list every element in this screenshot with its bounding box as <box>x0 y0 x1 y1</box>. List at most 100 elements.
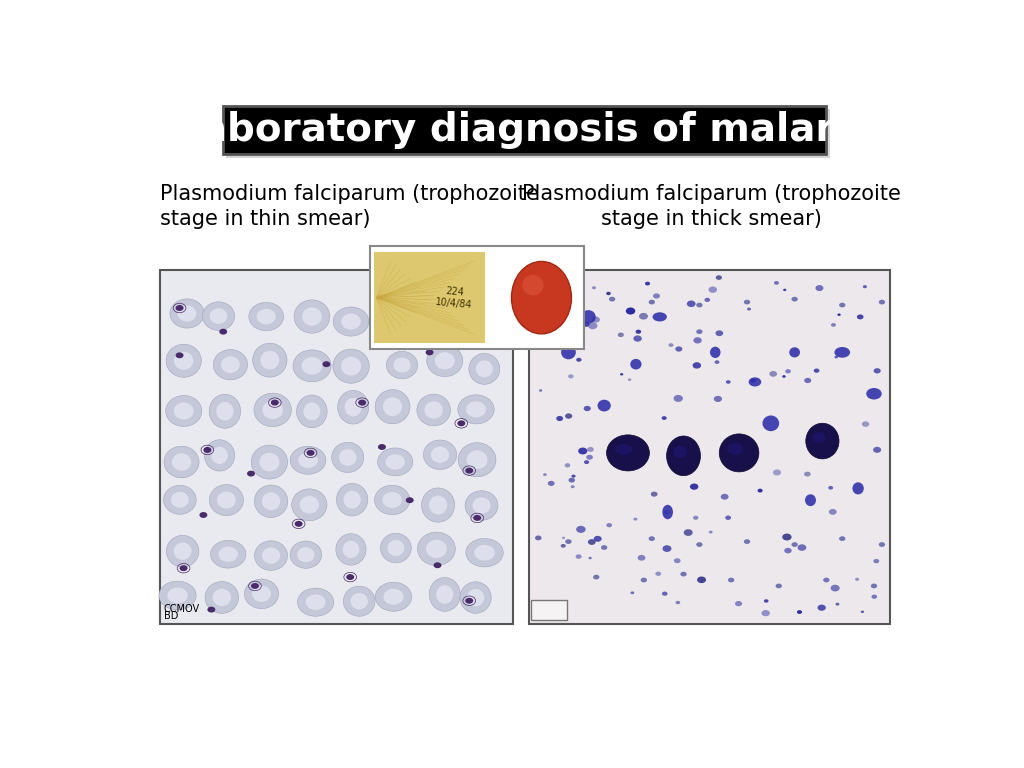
Circle shape <box>219 329 227 335</box>
Circle shape <box>871 594 878 599</box>
Circle shape <box>565 413 572 419</box>
Circle shape <box>638 555 645 561</box>
Circle shape <box>879 300 885 304</box>
Circle shape <box>571 475 575 478</box>
Ellipse shape <box>254 485 288 518</box>
Circle shape <box>775 584 782 588</box>
Circle shape <box>204 447 211 453</box>
Circle shape <box>692 362 701 369</box>
Circle shape <box>346 574 354 580</box>
Circle shape <box>861 611 864 613</box>
Ellipse shape <box>211 447 228 464</box>
Circle shape <box>792 542 798 547</box>
Ellipse shape <box>213 589 231 606</box>
Circle shape <box>176 353 183 358</box>
Circle shape <box>655 571 662 576</box>
Ellipse shape <box>171 492 188 508</box>
Ellipse shape <box>159 581 197 610</box>
Ellipse shape <box>174 402 194 419</box>
Ellipse shape <box>345 398 361 416</box>
Circle shape <box>593 574 599 579</box>
Circle shape <box>568 374 573 379</box>
Ellipse shape <box>375 485 410 515</box>
Circle shape <box>830 323 836 326</box>
Circle shape <box>838 313 841 316</box>
Circle shape <box>676 601 680 604</box>
Circle shape <box>465 468 473 474</box>
Circle shape <box>743 539 751 544</box>
Circle shape <box>567 326 574 331</box>
Circle shape <box>690 484 698 490</box>
Circle shape <box>721 494 729 500</box>
Text: BD: BD <box>164 611 178 621</box>
Ellipse shape <box>297 588 334 616</box>
Ellipse shape <box>467 450 487 469</box>
Circle shape <box>728 578 734 582</box>
Ellipse shape <box>251 445 288 479</box>
Circle shape <box>839 536 846 541</box>
Ellipse shape <box>210 308 227 324</box>
Ellipse shape <box>303 402 321 420</box>
Circle shape <box>798 545 806 551</box>
Ellipse shape <box>170 299 204 328</box>
Ellipse shape <box>205 581 239 614</box>
Ellipse shape <box>419 305 452 336</box>
Circle shape <box>634 518 637 521</box>
Ellipse shape <box>339 449 356 465</box>
Ellipse shape <box>382 492 401 508</box>
Ellipse shape <box>166 535 199 567</box>
Circle shape <box>705 298 710 302</box>
Circle shape <box>577 526 586 533</box>
Circle shape <box>680 571 687 577</box>
Ellipse shape <box>205 440 234 471</box>
Circle shape <box>562 537 565 539</box>
Circle shape <box>588 539 596 545</box>
Ellipse shape <box>418 532 456 565</box>
Text: CCMOV: CCMOV <box>164 604 200 614</box>
Ellipse shape <box>262 492 281 510</box>
Text: Plasmodium falciparum (trophozoite
stage in thick smear): Plasmodium falciparum (trophozoite stage… <box>522 184 901 229</box>
Circle shape <box>648 536 655 541</box>
Circle shape <box>696 329 702 334</box>
Circle shape <box>839 303 846 307</box>
Ellipse shape <box>652 313 667 322</box>
Ellipse shape <box>177 306 197 322</box>
Ellipse shape <box>429 578 460 611</box>
Ellipse shape <box>216 402 233 421</box>
Circle shape <box>473 515 481 521</box>
Ellipse shape <box>297 547 314 562</box>
Circle shape <box>879 542 885 547</box>
Ellipse shape <box>209 485 244 515</box>
Circle shape <box>725 515 731 520</box>
Ellipse shape <box>218 547 238 562</box>
Circle shape <box>783 289 786 291</box>
Circle shape <box>674 558 681 563</box>
Circle shape <box>814 369 819 372</box>
Circle shape <box>556 416 563 421</box>
Circle shape <box>735 601 742 606</box>
Circle shape <box>687 300 695 307</box>
Circle shape <box>715 360 720 364</box>
Ellipse shape <box>217 492 236 508</box>
Circle shape <box>726 380 731 384</box>
Ellipse shape <box>463 303 499 333</box>
Circle shape <box>662 591 668 596</box>
Circle shape <box>636 329 641 334</box>
Text: Plasmodium falciparum (trophozoite
stage in thin smear): Plasmodium falciparum (trophozoite stage… <box>160 184 539 229</box>
Ellipse shape <box>511 261 571 334</box>
Ellipse shape <box>375 389 410 424</box>
Circle shape <box>828 486 834 490</box>
Circle shape <box>696 303 702 307</box>
Circle shape <box>751 379 756 382</box>
Circle shape <box>358 399 367 406</box>
Circle shape <box>855 578 859 581</box>
Ellipse shape <box>254 393 292 427</box>
Circle shape <box>774 281 779 285</box>
Ellipse shape <box>606 435 649 471</box>
Ellipse shape <box>561 346 575 359</box>
Ellipse shape <box>866 388 882 399</box>
Ellipse shape <box>336 534 367 565</box>
Circle shape <box>648 300 655 304</box>
Circle shape <box>552 288 560 294</box>
Circle shape <box>584 460 589 464</box>
